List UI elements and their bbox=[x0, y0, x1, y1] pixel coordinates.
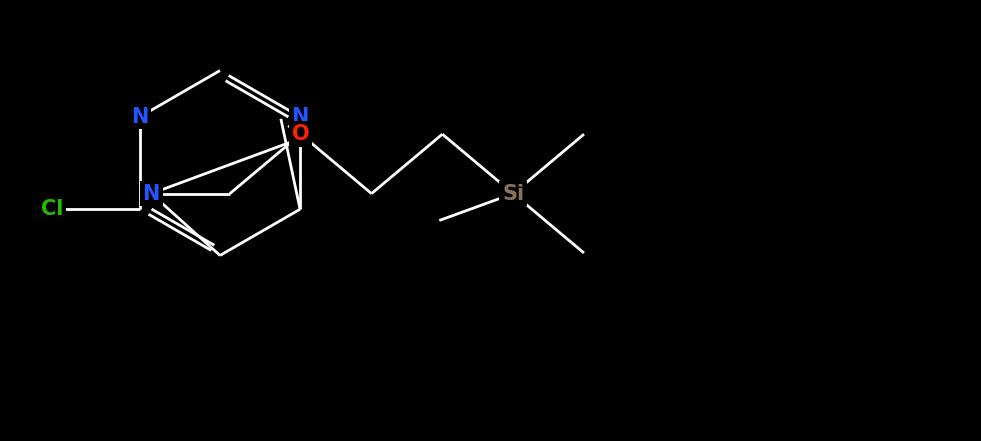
Text: N: N bbox=[142, 183, 160, 204]
Text: O: O bbox=[292, 124, 310, 144]
Text: N: N bbox=[131, 107, 148, 127]
Text: Si: Si bbox=[502, 183, 524, 204]
Text: N: N bbox=[291, 107, 309, 127]
Text: Cl: Cl bbox=[41, 199, 64, 219]
